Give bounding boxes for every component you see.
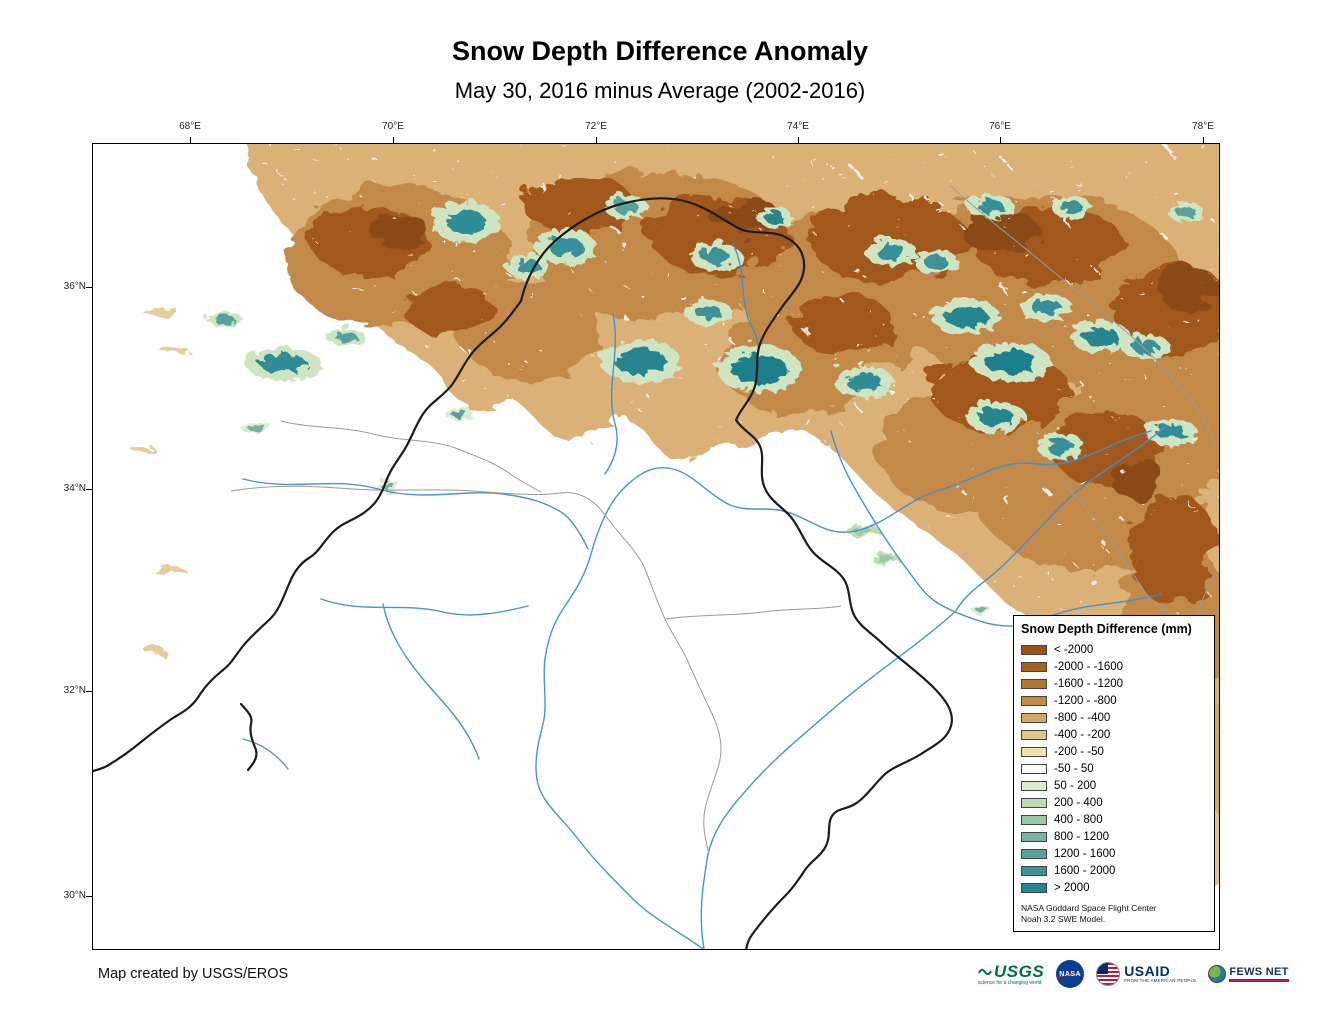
legend-label: -800 - -400 (1054, 711, 1111, 724)
fewsnet-logo-text: FEWS NET (1229, 965, 1289, 978)
legend-row: 1200 - 1600 (1021, 845, 1207, 862)
lon-tick-label: 76°E (989, 121, 1011, 132)
legend-swatch (1021, 882, 1047, 893)
lon-tick-mark (596, 137, 597, 143)
legend-swatch (1021, 763, 1047, 774)
lat-tick-mark (86, 287, 92, 288)
legend-label: < -2000 (1054, 643, 1094, 656)
usgs-wave-icon (978, 968, 992, 976)
nasa-logo-text: NASA (1059, 970, 1082, 978)
legend-row: -400 - -200 (1021, 726, 1207, 743)
legend-swatch (1021, 797, 1047, 808)
legend-label: 200 - 400 (1054, 796, 1103, 809)
legend-swatch (1021, 865, 1047, 876)
legend-title: Snow Depth Difference (mm) (1021, 622, 1192, 636)
usgs-tagline: science for a changing world (978, 979, 1042, 986)
legend-row: 1600 - 2000 (1021, 862, 1207, 879)
legend-row: -200 - -50 (1021, 743, 1207, 760)
legend: Snow Depth Difference (mm) < -2000 -2000 … (1013, 615, 1215, 933)
page-subtitle: May 30, 2016 minus Average (2002-2016) (454, 78, 866, 103)
lat-tick-mark (86, 489, 92, 490)
legend-label: -400 - -200 (1054, 728, 1111, 741)
legend-swatch (1021, 814, 1047, 825)
nasa-logo: NASA (1056, 960, 1085, 988)
lat-tick-label: 34°N (63, 483, 86, 494)
usgs-logo-text: USGS (994, 961, 1045, 981)
legend-swatch (1021, 695, 1047, 706)
legend-swatch (1021, 661, 1047, 672)
lon-tick-label: 72°E (585, 121, 607, 132)
legend-row: -2000 - -1600 (1021, 658, 1207, 675)
map-credit: Map created by USGS/EROS (98, 966, 289, 982)
terrain-gain-layer (203, 192, 1201, 611)
legend-label: -200 - -50 (1054, 745, 1104, 758)
legend-label: 400 - 800 (1054, 813, 1103, 826)
legend-note-line: NASA Goddard Space Flight Center (1021, 903, 1157, 913)
logo-strip: USGS science for a changing world NASA U… (978, 960, 1289, 988)
legend-row: > 2000 (1021, 879, 1207, 896)
legend-note: NASA Goddard Space Flight Center Noah 3.… (1021, 903, 1207, 925)
legend-swatch (1021, 678, 1047, 689)
lon-tick-mark (393, 137, 394, 143)
legend-swatch (1021, 644, 1047, 655)
lat-tick-mark (86, 896, 92, 897)
legend-row: -800 - -400 (1021, 709, 1207, 726)
legend-row: < -2000 (1021, 641, 1207, 658)
legend-label: 800 - 1200 (1054, 830, 1109, 843)
legend-label: 1200 - 1600 (1054, 847, 1116, 860)
legend-swatch (1021, 712, 1047, 723)
legend-swatch (1021, 746, 1047, 757)
usaid-tagline: FROM THE AMERICAN PEOPLE (1124, 978, 1197, 984)
legend-label: 50 - 200 (1054, 779, 1097, 792)
lon-tick-mark (190, 137, 191, 143)
lat-tick-label: 30°N (63, 890, 86, 901)
legend-row: 50 - 200 (1021, 777, 1207, 794)
lat-tick-mark (86, 691, 92, 692)
legend-label: -1600 - -1200 (1054, 677, 1124, 690)
legend-row: 800 - 1200 (1021, 828, 1207, 845)
lon-tick-label: 70°E (382, 121, 404, 132)
legend-row: -1600 - -1200 (1021, 675, 1207, 692)
lon-tick-label: 68°E (179, 121, 201, 132)
legend-label: 1600 - 2000 (1054, 864, 1116, 877)
lon-tick-label: 78°E (1192, 121, 1214, 132)
usaid-logo: USAID FROM THE AMERICAN PEOPLE (1096, 962, 1196, 986)
legend-label: -50 - 50 (1054, 762, 1094, 775)
lat-tick-label: 36°N (63, 281, 86, 292)
lon-tick-mark (1203, 137, 1204, 143)
usaid-flag-icon (1096, 962, 1121, 986)
lon-tick-mark (798, 137, 799, 143)
legend-row: -1200 - -800 (1021, 692, 1207, 709)
map-canvas: Snow Depth Difference (mm) < -2000 -2000 … (92, 143, 1220, 950)
legend-note-line: Noah 3.2 SWE Model. (1021, 914, 1106, 925)
usaid-logo-text: USAID (1124, 963, 1171, 980)
fewsnet-logo: FEWS NET (1208, 965, 1289, 983)
legend-rows: < -2000 -2000 - -1600 -1600 - -1200 -1200 -… (1021, 641, 1207, 896)
admin-boundaries (230, 185, 1216, 855)
legend-swatch (1021, 848, 1047, 859)
usgs-logo: USGS science for a changing world (978, 963, 1044, 986)
legend-swatch (1021, 729, 1047, 740)
lat-tick-label: 32°N (63, 685, 86, 696)
legend-label: > 2000 (1054, 881, 1090, 894)
legend-row: 200 - 400 (1021, 794, 1207, 811)
fewsnet-accent-bar (1229, 978, 1289, 982)
legend-row: 400 - 800 (1021, 811, 1207, 828)
lon-tick-label: 74°E (787, 121, 809, 132)
legend-swatch (1021, 780, 1047, 791)
page-title: Snow Depth Difference Anomaly (451, 36, 869, 66)
country-boundaries (93, 197, 953, 949)
legend-label: -1200 - -800 (1054, 694, 1117, 707)
legend-row: -50 - 50 (1021, 760, 1207, 777)
legend-swatch (1021, 831, 1047, 842)
lon-tick-mark (1000, 137, 1001, 143)
legend-label: -2000 - -1600 (1054, 660, 1124, 673)
fewsnet-globe-icon (1208, 965, 1227, 983)
